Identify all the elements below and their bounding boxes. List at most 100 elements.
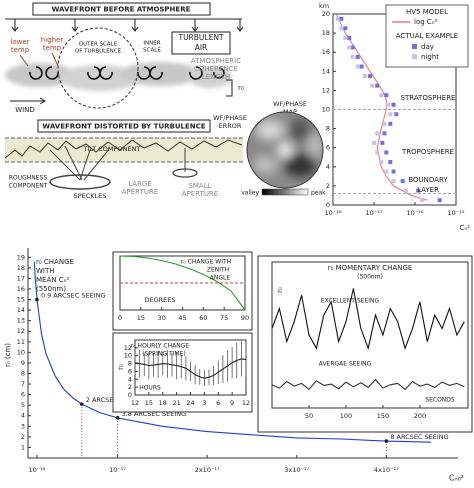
legend-swatch xyxy=(412,54,417,59)
chart-title: (550nm) xyxy=(36,285,66,293)
data-point xyxy=(403,188,408,193)
label: COMPONENT xyxy=(9,183,48,190)
y-tick-label: 8 xyxy=(128,360,132,368)
data-point xyxy=(388,121,393,126)
region-label: STRATOSPHERE xyxy=(401,94,456,102)
plot-frame xyxy=(271,261,469,409)
data-line xyxy=(271,378,465,391)
y-tick-label: 19 xyxy=(17,253,25,261)
x-tick-label: 12 xyxy=(131,399,139,407)
label: OF TURBULENCE xyxy=(75,49,122,55)
legend-title: HV5 MODEL xyxy=(406,8,448,16)
y-tick-label: 4 xyxy=(128,375,132,383)
y-tick-label: 6 xyxy=(326,144,330,152)
label: ERROR xyxy=(219,122,242,130)
y-tick-label: 12 xyxy=(322,86,330,94)
outer-scale-circle xyxy=(57,27,139,109)
wavefront-distorted xyxy=(4,139,243,159)
series-label: EXCELLENT SEEING xyxy=(321,298,380,305)
data-point xyxy=(400,179,405,184)
data-point xyxy=(375,83,380,88)
y-tick-label: 0 xyxy=(326,201,330,209)
diagram: WAVEFRONT BEFORE ATMOSPHERE lower temp h… xyxy=(4,2,326,200)
data-point xyxy=(339,26,344,31)
data-point xyxy=(375,131,380,136)
label: INNER xyxy=(143,41,160,47)
x-tick-label: 18 xyxy=(159,399,167,407)
y-tick-label: 2 xyxy=(21,433,25,441)
x-tick-label: 0 xyxy=(118,314,122,322)
data-point xyxy=(391,169,396,174)
y-tick-label: 11 xyxy=(17,338,25,346)
x-tick-label: 150 xyxy=(377,412,389,420)
chart-title: r₀ CHANGE WITH xyxy=(181,259,231,266)
data-point xyxy=(380,140,385,145)
x-tick-label: 15 xyxy=(137,314,145,322)
x-tick-label: 3 xyxy=(202,399,206,407)
x-tick-label: 10⁻¹⁶ xyxy=(407,209,424,217)
y-tick-label: 9 xyxy=(21,359,25,367)
x-tick-label: 60 xyxy=(199,314,207,322)
data-point xyxy=(355,54,360,59)
y-tick-label: 4 xyxy=(326,163,330,171)
wind-arrow xyxy=(10,97,46,105)
y-tick-label: 14 xyxy=(322,67,330,75)
y-tick-label: 17 xyxy=(17,274,25,282)
data-point xyxy=(386,102,391,107)
region-label: LAYER xyxy=(417,186,439,194)
data-point xyxy=(362,74,367,79)
y-tick-label: 10 xyxy=(124,352,132,360)
data-point xyxy=(382,131,387,136)
phase-map-rim xyxy=(246,111,324,189)
y-tick-label: 12 xyxy=(17,327,25,335)
y-tick-label: 10 xyxy=(322,106,330,114)
data-point xyxy=(359,64,364,69)
x-tick-label: 10⁻¹⁸ xyxy=(28,466,45,474)
inset-box xyxy=(112,251,253,331)
label: WF/PHASE xyxy=(273,100,307,108)
y-tick-label: 7 xyxy=(21,380,25,388)
data-point xyxy=(350,45,355,50)
y-tick-label: 18 xyxy=(17,264,25,272)
axis-label: r₀ (cm) xyxy=(4,343,12,367)
label: ATMOSPHERIC xyxy=(191,57,241,65)
label: higher xyxy=(41,36,64,44)
data-line xyxy=(335,13,428,201)
x-tick-label: 75 xyxy=(220,314,228,322)
data-point xyxy=(388,160,393,165)
axis-label: SECONDS xyxy=(425,397,455,404)
arrows xyxy=(11,19,244,32)
data-point xyxy=(335,16,340,21)
phase-map xyxy=(247,112,323,188)
x-tick-label: 12 xyxy=(242,399,250,407)
chart-title: (500nm) xyxy=(357,274,383,281)
color-bar xyxy=(261,188,309,196)
label: SMALL xyxy=(188,182,211,190)
x-tick-label: 24 xyxy=(186,399,194,407)
x-tick-label: 21 xyxy=(172,399,180,407)
y-tick-label: 6 xyxy=(128,367,132,375)
title-box xyxy=(37,119,211,133)
data-point xyxy=(384,93,389,98)
chart-title: (SPRING TIME) xyxy=(142,351,186,358)
large-aperture xyxy=(49,174,111,190)
label: APERTURE xyxy=(122,188,158,196)
pointer xyxy=(19,52,59,67)
inset-box xyxy=(112,332,253,413)
x-tick-label: 15 xyxy=(145,399,153,407)
label: TURBULENT xyxy=(177,33,223,42)
y-tick-label: 13 xyxy=(17,317,25,325)
y-tick-label: 15 xyxy=(17,296,25,304)
data-point xyxy=(343,26,348,31)
legend-label: log Cₙ² xyxy=(414,18,438,26)
label: WIND xyxy=(15,106,35,114)
y-tick-label: 12 xyxy=(124,344,132,352)
legend-swatch xyxy=(412,44,417,49)
data-point xyxy=(370,83,375,88)
x-tick-label: 10⁻¹⁵ xyxy=(448,209,465,217)
data-line xyxy=(134,358,247,379)
label: TILT COMPONENT xyxy=(83,145,141,153)
y-tick-label: 2 xyxy=(326,182,330,190)
legend-box xyxy=(385,4,469,68)
y-tick-label: 14 xyxy=(17,306,25,314)
